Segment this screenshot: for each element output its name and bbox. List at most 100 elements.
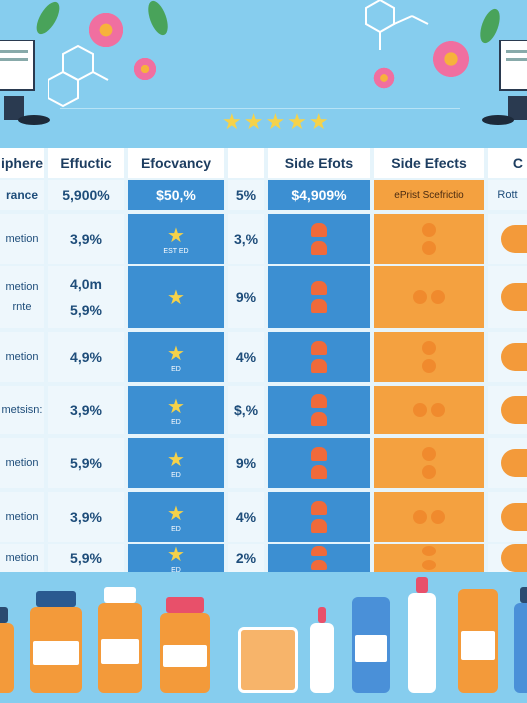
partial-cell <box>488 214 527 264</box>
pill-icon <box>422 560 436 570</box>
efficacy-value: 3,9% <box>48 492 124 542</box>
pill-bottle-icon <box>0 607 14 693</box>
pill-icon <box>431 403 445 417</box>
rating-sub-text: ED <box>171 419 181 426</box>
summary-cell: Rott <box>488 180 527 210</box>
row-label-text: metion <box>5 233 39 245</box>
heart-icon <box>501 396 527 424</box>
heart-icon <box>311 546 327 556</box>
pill-icon <box>422 359 436 373</box>
tube-icon <box>352 597 390 693</box>
row-label: metion <box>0 438 44 488</box>
pill-icon <box>413 510 427 524</box>
row-label: metion <box>0 492 44 542</box>
table-row: metion rnte 4,0m 5,9% ★ 9% <box>0 266 527 328</box>
row-label-text: rnte <box>12 301 32 313</box>
heart-icon <box>311 519 327 533</box>
side-effect-cell <box>268 214 370 264</box>
value-text: 5,9% <box>70 455 102 471</box>
heart-icon <box>501 225 527 253</box>
summary-row: rance 5,900% $50,% 5% $4,909% ePrist Sce… <box>0 180 527 210</box>
divider-line <box>60 108 460 109</box>
rating-cell: ★ ED <box>128 492 224 542</box>
column-header <box>228 148 264 178</box>
row-label: metion rnte <box>0 266 44 328</box>
side-effect-cell <box>374 386 484 434</box>
side-effect-cell <box>268 492 370 542</box>
pill-icon <box>413 403 427 417</box>
star-icon: ★ <box>167 449 185 471</box>
row-label-text: metion <box>5 281 39 293</box>
efficacy-value: 5,9% <box>48 544 124 572</box>
value-text: 3,9% <box>70 509 102 525</box>
efficacy-value: 3,9% <box>48 386 124 434</box>
comparison-table: iphere Effuctic Efocvancy Side Efots Sid… <box>0 148 527 574</box>
rating-cell: ★ ED <box>128 332 224 382</box>
rating-sub-text: ED <box>171 526 181 533</box>
star-icon: ★ <box>167 503 185 525</box>
person-illustration <box>0 40 50 125</box>
row-label-text: metion <box>5 457 39 469</box>
heart-icon <box>311 465 327 479</box>
flower-icon <box>372 66 396 90</box>
table-row: metion 5,9% ★ ED 9% <box>0 438 527 488</box>
dropper-bottle-icon <box>310 607 334 693</box>
column-header: C <box>488 148 527 178</box>
pill-icon <box>413 290 427 304</box>
heart-icon <box>501 503 527 531</box>
star-icon: ★ <box>167 396 185 418</box>
efficacy-value: 4,0m 5,9% <box>48 266 124 328</box>
value-text: 4,9% <box>70 349 102 365</box>
side-effect-cell <box>374 214 484 264</box>
value-text: 5,9% <box>70 302 102 318</box>
efficacy-value: 5,9% <box>48 438 124 488</box>
pill-icon <box>422 241 436 255</box>
table-header-row: iphere Effuctic Efocvancy Side Efots Sid… <box>0 148 527 178</box>
rating-sub-text: ED <box>171 366 181 373</box>
rating-cell: ★ ED <box>128 544 224 574</box>
column-header: Effuctic <box>48 148 124 178</box>
heart-icon <box>311 412 327 426</box>
blister-pack-icon <box>238 627 298 693</box>
efficacy-value: 3,9% <box>48 214 124 264</box>
percent-value: 2% <box>228 544 264 572</box>
molecule-icon <box>48 44 109 108</box>
table-row: metion 3,9% ★ EST ED 3,% <box>0 214 527 264</box>
side-effect-cell <box>374 332 484 382</box>
row-label: metion <box>0 214 44 264</box>
heart-icon <box>311 447 327 461</box>
column-header: Side Efects <box>374 148 484 178</box>
star-icon: ★ <box>167 343 185 365</box>
summary-cell: ePrist Scefrictio <box>374 180 484 210</box>
side-effect-cell <box>268 332 370 382</box>
value-text: 5,9% <box>70 550 102 566</box>
flower-icon <box>86 10 126 50</box>
percent-value: 4% <box>228 332 264 382</box>
molecule-icon <box>365 0 429 50</box>
side-effect-cell <box>268 438 370 488</box>
row-label-text: metion <box>5 552 39 564</box>
rating-sub-text: ED <box>171 472 181 479</box>
side-effect-cell <box>374 544 484 572</box>
table-row: metion 5,9% ★ ED 2% <box>0 544 527 574</box>
dropper-bottle-icon <box>408 577 436 693</box>
rating-cell: ★ ED <box>128 386 224 434</box>
star-icon: ★ <box>167 225 185 247</box>
top-banner: ★★★★★ <box>0 0 527 150</box>
pill-icon <box>422 465 436 479</box>
heart-icon <box>501 544 527 572</box>
heart-icon <box>311 281 327 295</box>
pill-bottle-icon <box>98 587 142 693</box>
pill-bottle-icon <box>514 587 527 693</box>
tube-icon <box>458 589 498 693</box>
percent-value: 9% <box>228 438 264 488</box>
partial-cell <box>488 438 527 488</box>
column-header: iphere <box>0 148 44 178</box>
partial-cell <box>488 386 527 434</box>
percent-value: 3,% <box>228 214 264 264</box>
side-effect-cell <box>268 266 370 328</box>
rating-cell: ★ ED <box>128 438 224 488</box>
rating-sub-text: ED <box>171 567 181 574</box>
pill-bottle-icon <box>160 597 210 693</box>
side-effect-cell <box>374 438 484 488</box>
